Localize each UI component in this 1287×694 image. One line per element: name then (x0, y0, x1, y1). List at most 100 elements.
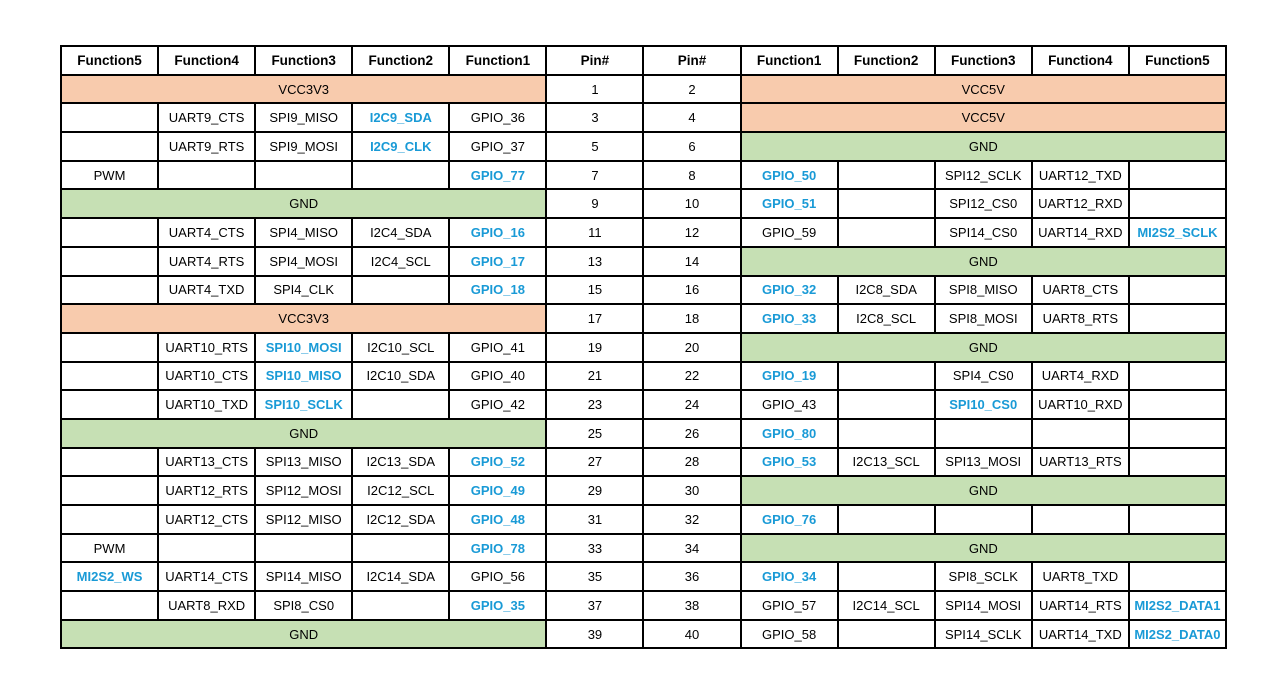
pin-function-cell: SPI10_MISO (254, 360, 354, 392)
pin-number-cell: 32 (642, 504, 742, 535)
pin-number-cell: 34 (642, 532, 742, 564)
table-row: GND 25 26 GPIO_80 (59, 417, 1228, 449)
pin-function-cell: SPI14_MISO (254, 561, 354, 593)
column-header: Function4 (157, 45, 257, 76)
pin-function-cell: UART10_CTS (157, 360, 257, 392)
pin-function-cell: UART9_RTS (157, 131, 257, 162)
pin-function-cell: I2C4_SDA (351, 217, 451, 248)
ground-cell: GND (59, 618, 548, 650)
pin-function-cell: UART14_CTS (157, 561, 257, 593)
column-header: Function2 (836, 45, 936, 76)
pin-function-cell: I2C14_SCL (836, 590, 936, 621)
pin-function-cell: SPI8_CS0 (254, 590, 354, 621)
empty-cell (254, 159, 354, 191)
table-row: UART13_CTS SPI13_MISO I2C13_SDA GPIO_52 27 28… (59, 446, 1228, 478)
table-row: GND 9 10 GPIO_51 SPI12_CS0 UART12_RXD (59, 188, 1228, 220)
empty-cell (836, 159, 936, 191)
empty-cell (59, 331, 160, 363)
pin-function-cell: GPIO_41 (448, 331, 548, 363)
empty-cell (59, 245, 160, 277)
pin-number-cell: 30 (642, 475, 742, 506)
pin-function-cell: MI2S2_DATA0 (1127, 618, 1228, 650)
pin-number-cell: 9 (545, 188, 645, 220)
empty-cell (351, 389, 451, 420)
pin-number-cell: 7 (545, 159, 645, 191)
table-row: VCC3V3 1 2 VCC5V (59, 73, 1228, 105)
pin-number-cell: 10 (642, 188, 742, 220)
column-header: Function1 (739, 45, 839, 76)
pin-function-cell: SPI4_MOSI (254, 245, 354, 277)
ground-cell: GND (59, 417, 548, 449)
table-row: UART12_RTS SPI12_MOSI I2C12_SCL GPIO_49 29 30… (59, 475, 1228, 506)
column-header: Function2 (351, 45, 451, 76)
empty-cell (1127, 561, 1228, 593)
empty-cell (351, 159, 451, 191)
empty-cell (59, 475, 160, 506)
column-header: Pin# (545, 45, 645, 76)
empty-cell (157, 159, 257, 191)
ground-cell: GND (739, 131, 1228, 162)
empty-cell (59, 389, 160, 420)
ground-cell: GND (59, 188, 548, 220)
column-header: Function5 (1127, 45, 1228, 76)
pin-function-cell: I2C8_SCL (836, 303, 936, 334)
empty-cell (836, 417, 936, 449)
empty-cell (1127, 360, 1228, 392)
pin-function-cell: SPI14_MOSI (933, 590, 1033, 621)
pin-function-cell: SPI12_MISO (254, 504, 354, 535)
pin-function-cell: SPI12_SCLK (933, 159, 1033, 191)
power-cell: VCC5V (739, 102, 1228, 134)
pin-function-cell: GPIO_34 (739, 561, 839, 593)
pin-function-cell: UART12_RTS (157, 475, 257, 506)
pin-number-cell: 31 (545, 504, 645, 535)
empty-cell (59, 590, 160, 621)
pin-function-cell: SPI10_SCLK (254, 389, 354, 420)
empty-cell (836, 360, 936, 392)
pin-number-cell: 1 (545, 73, 645, 105)
pin-number-cell: 25 (545, 417, 645, 449)
column-header: Pin# (642, 45, 742, 76)
table-row: PWM GPIO_78 33 34 GND (59, 532, 1228, 564)
pin-number-cell: 33 (545, 532, 645, 564)
pin-function-cell: SPI10_MOSI (254, 331, 354, 363)
table-row: UART10_CTS SPI10_MISO I2C10_SDA GPIO_40 21 22… (59, 360, 1228, 392)
pin-function-cell: I2C9_CLK (351, 131, 451, 162)
empty-cell (59, 131, 160, 162)
table-row: UART8_RXD SPI8_CS0 GPIO_35 37 38 GPIO_57 I2C14… (59, 590, 1228, 621)
pin-function-cell: UART14_TXD (1030, 618, 1130, 650)
empty-cell (836, 561, 936, 593)
pin-number-cell: 8 (642, 159, 742, 191)
table-row: UART4_RTS SPI4_MOSI I2C4_SCL GPIO_17 13 14 GND (59, 245, 1228, 277)
table-row: UART12_CTS SPI12_MISO I2C12_SDA GPIO_48 31 32… (59, 504, 1228, 535)
table-row: UART4_CTS SPI4_MISO I2C4_SDA GPIO_16 11 12 GPI… (59, 217, 1228, 248)
table-row: UART10_TXD SPI10_SCLK GPIO_42 23 24 GPIO_43 SP… (59, 389, 1228, 420)
pin-function-cell: GPIO_37 (448, 131, 548, 162)
pin-number-cell: 5 (545, 131, 645, 162)
pin-number-cell: 24 (642, 389, 742, 420)
empty-cell (1127, 504, 1228, 535)
pin-function-cell: GPIO_43 (739, 389, 839, 420)
table-row: UART9_CTS SPI9_MISO I2C9_SDA GPIO_36 3 4 VCC5V (59, 102, 1228, 134)
pin-function-cell: SPI4_MISO (254, 217, 354, 248)
pin-number-cell: 29 (545, 475, 645, 506)
ground-cell: GND (739, 245, 1228, 277)
pin-function-cell: UART12_RXD (1030, 188, 1130, 220)
table-row: MI2S2_WS UART14_CTS SPI14_MISO I2C14_SDA GPI… (59, 561, 1228, 593)
pin-function-cell: SPI12_CS0 (933, 188, 1033, 220)
pin-function-cell: UART8_TXD (1030, 561, 1130, 593)
pin-function-cell: GPIO_52 (448, 446, 548, 478)
pin-function-cell: GPIO_80 (739, 417, 839, 449)
pin-number-cell: 16 (642, 274, 742, 306)
pin-function-cell: UART12_TXD (1030, 159, 1130, 191)
pin-function-cell: UART4_RXD (1030, 360, 1130, 392)
empty-cell (836, 217, 936, 248)
pin-function-cell: GPIO_36 (448, 102, 548, 134)
pin-function-cell: GPIO_58 (739, 618, 839, 650)
column-header: Function3 (254, 45, 354, 76)
empty-cell (1127, 389, 1228, 420)
column-header: Function4 (1030, 45, 1130, 76)
table-row: PWM GPIO_77 7 8 GPIO_50 SPI12_SCLK UART12_TXD (59, 159, 1228, 191)
pin-function-cell: UART4_RTS (157, 245, 257, 277)
pin-number-cell: 11 (545, 217, 645, 248)
